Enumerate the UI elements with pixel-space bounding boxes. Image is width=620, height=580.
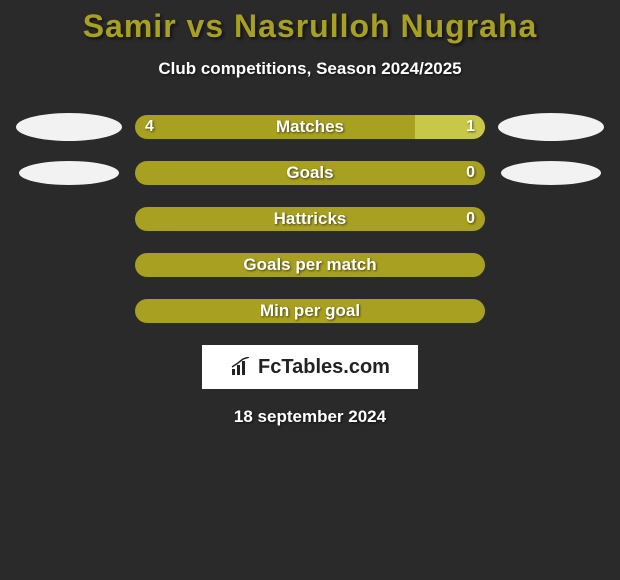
bar-segment-right	[415, 115, 485, 139]
stat-bar: Min per goal	[135, 299, 485, 323]
date-label: 18 september 2024	[0, 407, 620, 427]
logo-text: FcTables.com	[258, 356, 390, 379]
stat-row: 0Hattricks	[0, 207, 620, 231]
stat-row: 41Matches	[0, 115, 620, 139]
chart-icon	[230, 357, 252, 377]
player1-oval	[19, 161, 119, 185]
bar-segment-left	[135, 115, 415, 139]
oval-slot-left	[25, 161, 135, 185]
oval-slot-right	[485, 113, 595, 141]
player1-oval	[16, 113, 122, 141]
bar-segment-left	[135, 207, 485, 231]
subtitle: Club competitions, Season 2024/2025	[0, 59, 620, 79]
stat-row: 0Goals	[0, 161, 620, 185]
stat-bar: 0Hattricks	[135, 207, 485, 231]
stat-bar: 41Matches	[135, 115, 485, 139]
bar-segment-left	[135, 299, 485, 323]
oval-slot-right	[485, 161, 595, 185]
stat-bar: 0Goals	[135, 161, 485, 185]
stat-bar: Goals per match	[135, 253, 485, 277]
page-title: Samir vs Nasrulloh Nugraha	[0, 8, 620, 45]
bar-segment-left	[135, 161, 485, 185]
stat-rows: 41Matches 0Goals 0Hattricks Goals per match…	[0, 115, 620, 323]
title-player2: Nasrulloh Nugraha	[234, 8, 537, 44]
comparison-widget: Samir vs Nasrulloh Nugraha Club competit…	[0, 0, 620, 427]
bar-segment-left	[135, 253, 485, 277]
player2-oval	[498, 113, 604, 141]
oval-slot-left	[25, 113, 135, 141]
title-vs: vs	[187, 8, 225, 44]
stat-row: Goals per match	[0, 253, 620, 277]
player2-oval	[501, 161, 601, 185]
logo-box: FcTables.com	[202, 345, 418, 389]
title-player1: Samir	[83, 8, 177, 44]
stat-row: Min per goal	[0, 299, 620, 323]
